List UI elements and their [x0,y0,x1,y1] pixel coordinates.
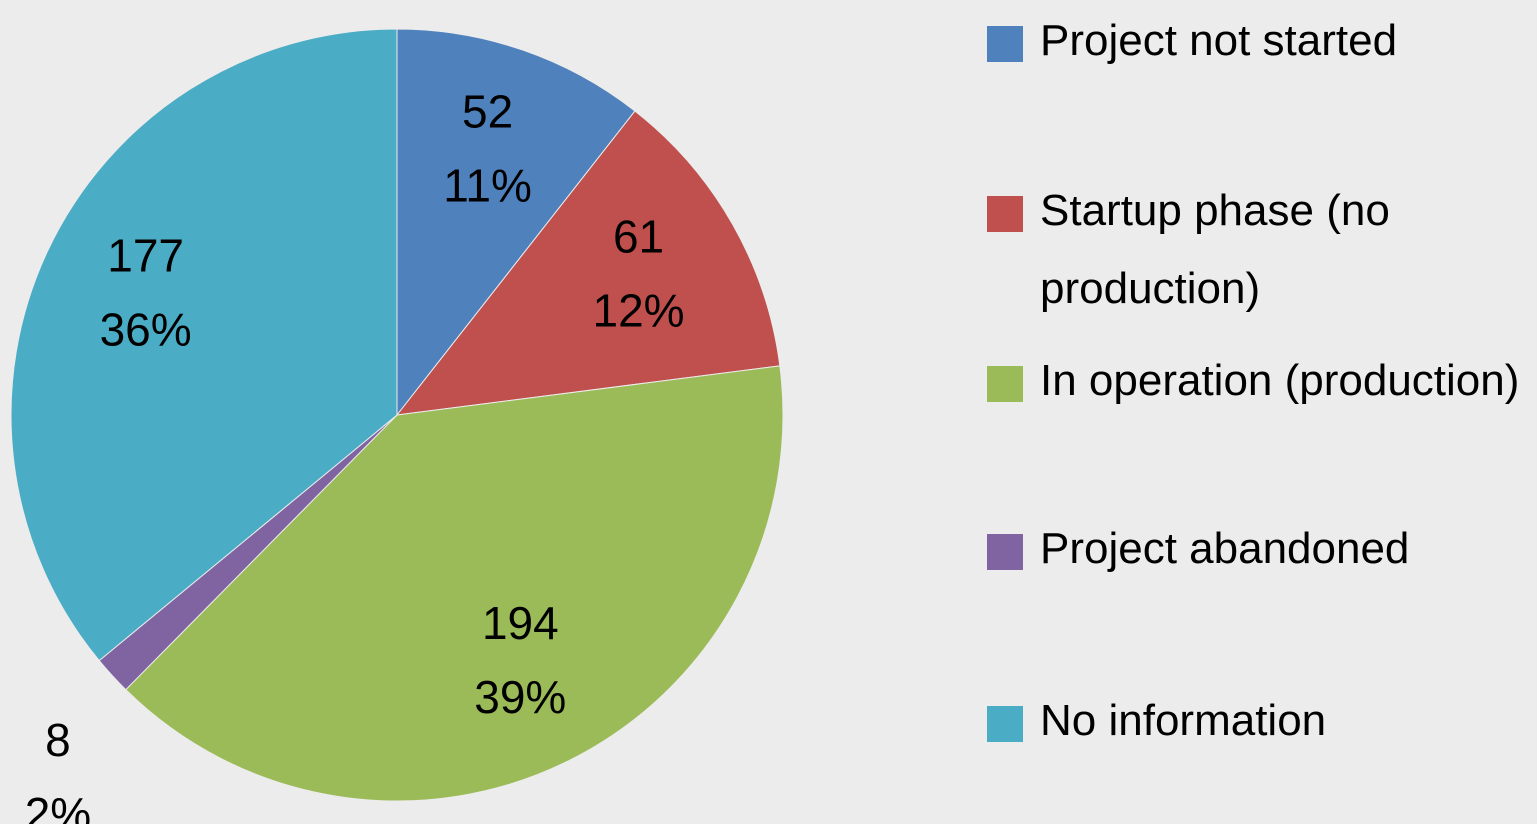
legend-label: Project abandoned [1040,524,1410,573]
pie-slice [10,28,398,662]
legend-label: Project not started [1040,16,1398,65]
data-label-value: 52 [462,85,513,137]
chart: 52 11% 61 12% 194 39% 8 2% 177 36% [10,28,784,824]
data-label-percent: 11% [443,159,532,211]
data-label-percent: 36% [100,304,192,356]
legend-item: Project abandoned [987,524,1532,588]
data-label-value: 8 [45,714,71,766]
legend-swatch [987,196,1023,232]
legend-swatch [987,366,1023,402]
legend-item: No information [987,696,1532,760]
legend-item: Project not started [987,16,1532,80]
pie-slice [396,28,636,417]
data-label-percent: 39% [474,671,566,723]
data-label-percent: 2% [25,788,91,824]
legend-item: Startup phase (no production) [987,186,1532,328]
pie-slice [125,365,784,802]
data-label-value: 177 [107,230,184,282]
legend-swatch [987,706,1023,742]
legend-swatch [987,534,1023,570]
data-label-value: 194 [482,597,559,649]
legend-item: In operation (production) [987,356,1532,420]
legend-label: In operation (production) [1040,356,1520,405]
pie-slice [395,110,781,416]
legend-label: Startup phase (no production) [1040,186,1390,313]
data-label-percent: 12% [593,285,685,337]
legend-label: No information [1040,696,1327,745]
legend-swatch [987,26,1023,62]
data-label-value: 61 [613,211,664,263]
